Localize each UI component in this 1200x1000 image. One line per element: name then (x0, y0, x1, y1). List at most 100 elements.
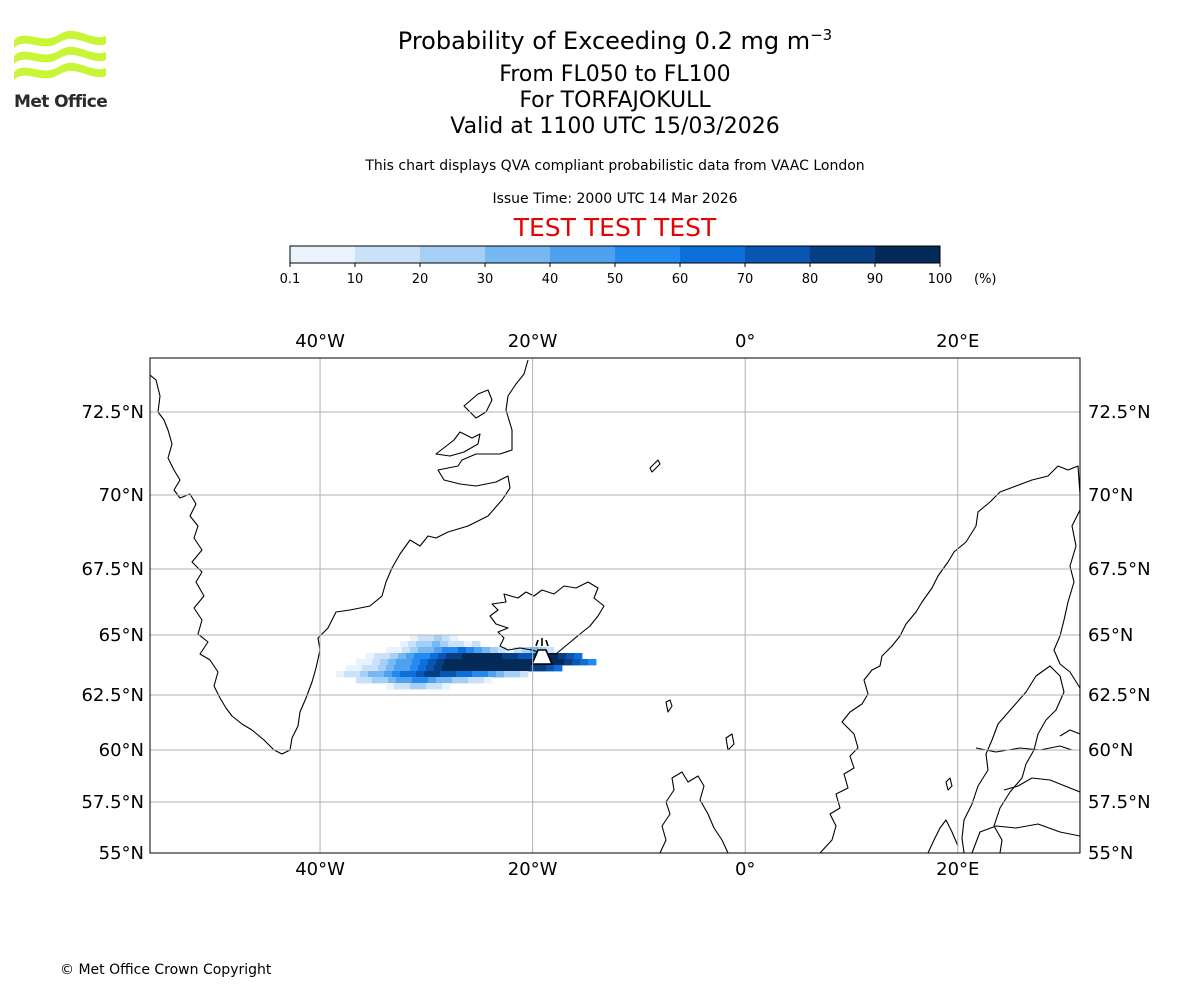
ash-cell (526, 653, 535, 660)
ash-cell (482, 665, 491, 672)
ash-cell (440, 641, 449, 648)
ash-cell (506, 665, 515, 672)
ash-cell (434, 683, 443, 690)
copyright-notice: © Met Office Crown Copyright (60, 962, 272, 978)
map-frame (149, 357, 1081, 854)
ash-cell (460, 677, 469, 684)
ash-cell (482, 647, 491, 654)
colorbar-tick-label: 10 (347, 272, 364, 287)
coast-denmark-sweden-south (927, 819, 959, 853)
ash-cell (492, 659, 501, 666)
ash-cell (512, 671, 521, 678)
ash-cell (372, 677, 381, 684)
ash-cell (502, 653, 511, 660)
colorbar-cell (420, 246, 486, 263)
ash-cell (454, 653, 463, 660)
ash-cell (472, 671, 481, 678)
ash-cell (402, 665, 411, 672)
coast-shetland (725, 733, 735, 751)
met-office-logo-text: Met Office (14, 92, 108, 112)
ash-cell (434, 647, 443, 654)
chart-description: This chart displays QVA compliant probab… (365, 158, 865, 174)
lat-label-left: 67.5°N (81, 559, 144, 580)
ash-cell (424, 671, 433, 678)
coast-poland (971, 823, 1080, 853)
ash-cell (516, 659, 525, 666)
ash-cell (554, 665, 563, 672)
met-office-logo (14, 30, 106, 80)
ash-cell (404, 659, 413, 666)
ash-cell (506, 647, 515, 654)
ash-cell (438, 653, 447, 660)
ash-cell (464, 671, 473, 678)
ash-cell (360, 671, 369, 678)
ash-cell (442, 665, 451, 672)
ash-cell (370, 665, 379, 672)
coast-greenland-island (463, 389, 493, 419)
ash-cell (476, 659, 485, 666)
colorbar-tick-label: 30 (477, 272, 494, 287)
ash-cell (390, 653, 399, 660)
ash-cell (346, 665, 355, 672)
ash-cell (520, 671, 529, 678)
ash-cell (364, 659, 373, 666)
ash-cell (386, 665, 395, 672)
ash-cell (444, 659, 453, 666)
ash-cell (402, 647, 411, 654)
lat-label-left: 65°N (99, 625, 144, 646)
lon-label-top: 20°E (936, 331, 979, 352)
colorbar-tick-label: 80 (802, 272, 819, 287)
colorbar-tick-label: 20 (412, 272, 429, 287)
colorbar-cell (355, 246, 421, 263)
ash-cell (416, 641, 425, 648)
ash-cell (436, 659, 445, 666)
colorbar-tick-label: 50 (607, 272, 624, 287)
ash-cell (496, 671, 505, 678)
volcano-marker-icon (530, 638, 554, 665)
ash-cell (566, 653, 575, 660)
lat-label-left: 72.5°N (81, 402, 144, 423)
coast-gotland (945, 777, 953, 791)
ash-cell (548, 659, 557, 666)
lat-label-right: 55°N (1088, 843, 1133, 864)
ash-cell (450, 647, 459, 654)
ash-cell (450, 665, 459, 672)
ash-cell (434, 635, 443, 642)
lat-label-right: 72.5°N (1088, 402, 1151, 423)
ash-cell (352, 671, 361, 678)
ash-probability-field (336, 635, 597, 690)
ash-cell (452, 659, 461, 666)
lon-label-top: 40°W (295, 331, 345, 352)
ash-cell (448, 671, 457, 678)
ash-cell (490, 665, 499, 672)
colorbar-cell (550, 246, 616, 263)
ash-cell (490, 647, 499, 654)
ash-cell (478, 653, 487, 660)
ash-cell (442, 683, 451, 690)
ash-cell (466, 665, 475, 672)
ash-cell (400, 671, 409, 678)
colorbar-cell (615, 246, 681, 263)
ash-cell (418, 683, 427, 690)
ash-cell (442, 635, 451, 642)
ash-cell (432, 641, 441, 648)
ash-cell (392, 671, 401, 678)
probability-colorbar: 0.1 10 20 30 40 50 60 70 80 90 100 (%) (280, 245, 997, 287)
ash-cell (420, 677, 429, 684)
colorbar-cell (680, 246, 746, 263)
lat-label-left: 55°N (99, 843, 144, 864)
ash-cell (428, 659, 437, 666)
ash-cell (426, 665, 435, 672)
ash-cell (408, 641, 417, 648)
ash-cell (522, 647, 531, 654)
ash-cell (410, 683, 419, 690)
ash-cell (440, 671, 449, 678)
ash-cell (398, 653, 407, 660)
ash-cell (356, 677, 365, 684)
flight-level-range: From FL050 to FL100 (499, 62, 731, 87)
issue-time: Issue Time: 2000 UTC 14 Mar 2026 (492, 191, 738, 207)
lat-label-right: 60°N (1088, 740, 1133, 761)
ash-cell (574, 653, 583, 660)
colorbar-cell (810, 246, 876, 263)
ash-cell (588, 659, 597, 666)
